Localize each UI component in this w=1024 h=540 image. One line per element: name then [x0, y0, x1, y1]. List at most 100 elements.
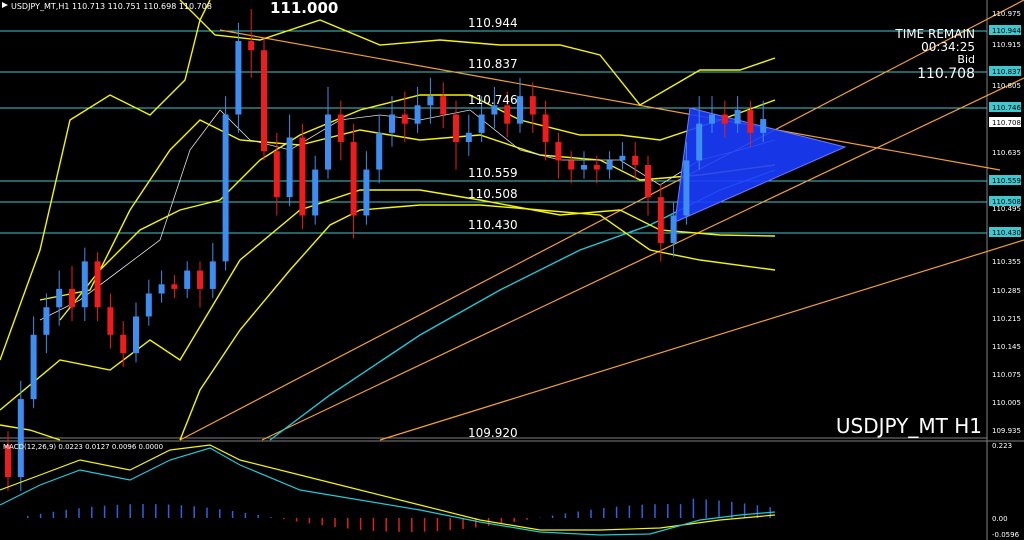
candle-body — [184, 270, 191, 289]
macd-zero-bg — [989, 513, 1021, 523]
level-label: 110.430 — [468, 218, 518, 232]
trend-line — [179, 0, 1024, 441]
candle-body — [312, 169, 319, 216]
bid-label: Bid — [957, 53, 975, 66]
candle-body — [197, 270, 203, 289]
candle-body — [94, 261, 101, 308]
trend-line — [379, 239, 1024, 441]
candle-body — [401, 114, 408, 124]
price-tick-label: 110.495 — [992, 205, 1021, 213]
band-line — [59, 94, 776, 321]
level-label: 110.837 — [468, 57, 518, 71]
price-tick-label: 110.708 — [992, 119, 1021, 127]
price-tick-label: 110.005 — [992, 399, 1021, 407]
price-tick-label: 110.430 — [992, 229, 1021, 237]
price-tick-label: 110.837 — [992, 68, 1021, 76]
price-tick-label: 110.285 — [992, 287, 1021, 295]
candle-body — [325, 114, 331, 170]
price-tick-label: 110.635 — [992, 149, 1021, 157]
candle-body — [721, 114, 728, 124]
candle-body — [542, 114, 549, 143]
candle-body — [261, 50, 267, 152]
candle-body — [760, 119, 767, 133]
candle-body — [107, 307, 114, 335]
price-tick-label: 110.075 — [992, 371, 1021, 379]
symbol-watermark: USDJPY_MT H1 — [836, 414, 982, 438]
macd-top-tick: 0.223 — [992, 442, 1012, 450]
price-tick-label: 110.805 — [992, 82, 1021, 90]
chart-header: USDJPY_MT,H1 110.713 110.751 110.698 110… — [2, 2, 212, 11]
candle-body — [529, 96, 536, 115]
band-line — [179, 0, 776, 106]
candle-body — [696, 123, 703, 161]
price-tick-label: 110.508 — [992, 198, 1021, 206]
candle-body — [209, 261, 216, 289]
candle-body — [43, 307, 50, 335]
price-tick-label: 110.944 — [992, 27, 1021, 35]
candle-body — [747, 109, 754, 133]
candle-body — [555, 142, 562, 161]
price-tick-label: 110.355 — [992, 258, 1021, 266]
band-line — [0, 0, 211, 361]
level-label: 110.508 — [468, 187, 518, 201]
candle-body — [235, 41, 242, 115]
candle-body — [517, 96, 523, 124]
triangle-pattern — [674, 107, 847, 223]
candle-body — [337, 114, 344, 143]
price-tick-label: 110.215 — [992, 315, 1021, 323]
candle-body — [17, 399, 24, 478]
price-tick-label: 110.746 — [992, 104, 1021, 112]
trend-line — [261, 77, 1024, 441]
candle-body — [619, 155, 626, 161]
candle-body — [145, 293, 152, 317]
tick-highlight — [989, 117, 1021, 127]
candle-body — [670, 215, 677, 244]
time-remain-label: TIME REMAIN — [894, 27, 975, 41]
fast-ma-line — [39, 109, 776, 321]
candle-body — [120, 334, 127, 354]
macd-bottom-tick: -0.0596 — [992, 531, 1020, 539]
band-line — [0, 424, 61, 441]
candle-body — [171, 284, 178, 289]
info-panel: TIME REMAIN 00:34:25 Bid 110.708 — [894, 27, 975, 82]
candle-body — [350, 142, 357, 216]
candle-body — [593, 164, 600, 170]
candle-body — [734, 109, 741, 124]
candle-body — [389, 114, 395, 133]
band-line — [39, 119, 776, 301]
tick-highlight — [989, 196, 1021, 206]
candles — [5, 8, 767, 491]
time-remain-value: 00:34:25 — [921, 40, 975, 54]
triangle-shape — [674, 107, 847, 223]
price-tick-label: 110.915 — [992, 41, 1021, 49]
macd-label: MACD(12,26,9) 0.0223 0.0127 0.0096 0.000… — [3, 443, 163, 451]
candle-body — [30, 334, 37, 400]
level-label: 110.944 — [468, 16, 518, 30]
header-text: USDJPY_MT,H1 110.713 110.751 110.698 110… — [11, 2, 212, 11]
tick-highlight — [989, 66, 1021, 76]
tick-highlight — [989, 227, 1021, 237]
level-label: 111.000 — [270, 0, 338, 17]
candle-body — [632, 155, 639, 165]
candle-body — [657, 197, 664, 244]
tick-highlight — [989, 102, 1021, 112]
tick-highlight — [989, 175, 1021, 185]
candle-body — [427, 96, 434, 106]
candle-body — [158, 284, 165, 294]
macd-signal-line — [0, 444, 776, 531]
candle-body — [478, 114, 485, 133]
candle-body — [286, 137, 293, 198]
tick-highlight — [989, 25, 1021, 35]
candle-body — [69, 288, 75, 308]
candle-body — [376, 132, 383, 170]
candle-body — [491, 105, 498, 115]
candle-body — [709, 114, 715, 124]
candle-body — [465, 132, 472, 143]
level-label: 109.920 — [468, 426, 518, 440]
level-labels: 111.000 110.944 110.837 110.746 110.559 110.5… — [270, 0, 518, 440]
candle-body — [504, 105, 511, 124]
candle-body — [440, 96, 447, 115]
candle-body — [414, 105, 421, 124]
